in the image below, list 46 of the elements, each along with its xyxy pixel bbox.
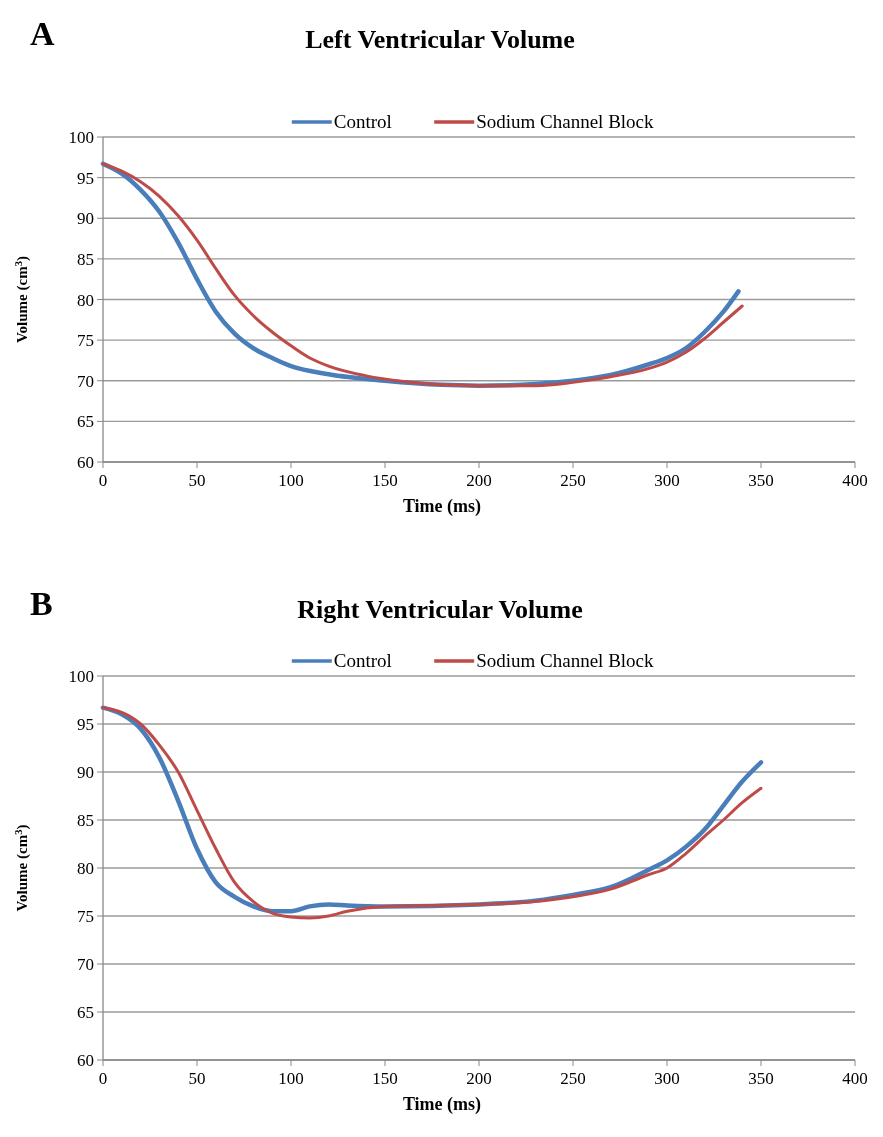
y-tick-label: 95 [77, 715, 94, 734]
x-tick-label: 250 [560, 471, 586, 490]
x-tick-label: 350 [748, 1069, 774, 1088]
x-tick-label: 400 [842, 1069, 868, 1088]
y-tick-label: 80 [77, 290, 94, 310]
legend-label: Sodium Channel Block [476, 650, 655, 671]
y-tick-label: 65 [77, 1003, 94, 1022]
y-tick-label: 80 [77, 859, 94, 878]
y-tick-label: 85 [77, 811, 94, 830]
legend-label: Control [333, 650, 392, 671]
x-tick-label: 0 [98, 1069, 108, 1088]
x-tick-label: 0 [98, 471, 108, 490]
y-tick-label: 75 [77, 331, 94, 351]
y-tick-label: 70 [77, 955, 94, 974]
x-tick-label: 50 [188, 1069, 206, 1088]
x-tick-label: 100 [278, 471, 304, 490]
x-tick-label: 400 [842, 471, 868, 490]
x-tick-label: 250 [560, 1069, 586, 1088]
chart-title: Right Ventricular Volume [297, 595, 583, 624]
x-tick-label: 300 [654, 1069, 680, 1088]
y-tick-label: 100 [68, 128, 94, 147]
x-axis-title: Time (ms) [402, 1094, 482, 1115]
y-tick-label: 90 [77, 209, 94, 229]
text: B [30, 585, 53, 622]
x-tick-label: 50 [188, 471, 206, 490]
y-tick-label: 70 [77, 371, 94, 391]
x-tick-label: 100 [278, 1069, 304, 1088]
y-tick-label: 65 [77, 412, 94, 432]
y-tick-label: 60 [77, 453, 94, 472]
x-tick-label: 300 [654, 471, 680, 490]
y-tick-label: 95 [77, 168, 94, 188]
y-tick-label: 60 [77, 1051, 94, 1070]
y-tick-label: 90 [77, 763, 94, 782]
text: A [30, 15, 55, 52]
chart-title: Left Ventricular Volume [305, 25, 575, 54]
x-tick-label: 200 [466, 1069, 492, 1088]
x-tick-label: 200 [466, 471, 492, 490]
x-axis-title: Time (ms) [402, 496, 482, 517]
x-tick-label: 150 [372, 471, 398, 490]
x-tick-label: 150 [372, 1069, 398, 1088]
x-tick-label: 350 [748, 471, 774, 490]
y-tick-label: 85 [77, 249, 94, 269]
y-tick-label: 100 [68, 667, 94, 686]
legend-label: Sodium Channel Block [476, 111, 655, 132]
legend-label: Control [333, 111, 392, 132]
y-tick-label: 75 [77, 907, 94, 926]
